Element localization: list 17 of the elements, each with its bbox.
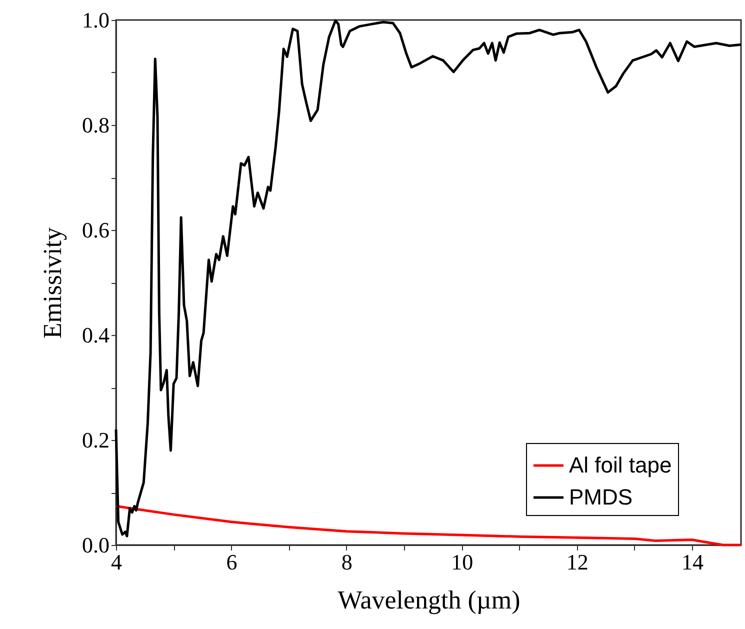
x-tick-label: 6 xyxy=(226,550,238,574)
x-tick-label: 12 xyxy=(566,550,588,574)
legend-label: PMDS xyxy=(569,484,633,510)
y-tick-label: 1.0 xyxy=(82,8,110,32)
line-series xyxy=(114,19,742,538)
x-tick-label: 8 xyxy=(341,550,352,574)
legend-label: Al foil tape xyxy=(569,452,672,478)
x-tick-label: 10 xyxy=(451,550,474,574)
y-tick-label: 0.8 xyxy=(82,112,110,138)
y-tick-label: 0.6 xyxy=(82,218,110,242)
y-tick-label: 0.0 xyxy=(82,532,110,558)
x-tick-label: 14 xyxy=(682,550,704,574)
y-tick-label: 0.2 xyxy=(82,428,110,452)
y-axis-title: Emissivity xyxy=(38,227,67,339)
x-axis-title: Wavelength (µm) xyxy=(338,586,520,614)
x-tick-label: 4 xyxy=(111,550,122,574)
y-tick-label: 0.4 xyxy=(82,322,110,348)
